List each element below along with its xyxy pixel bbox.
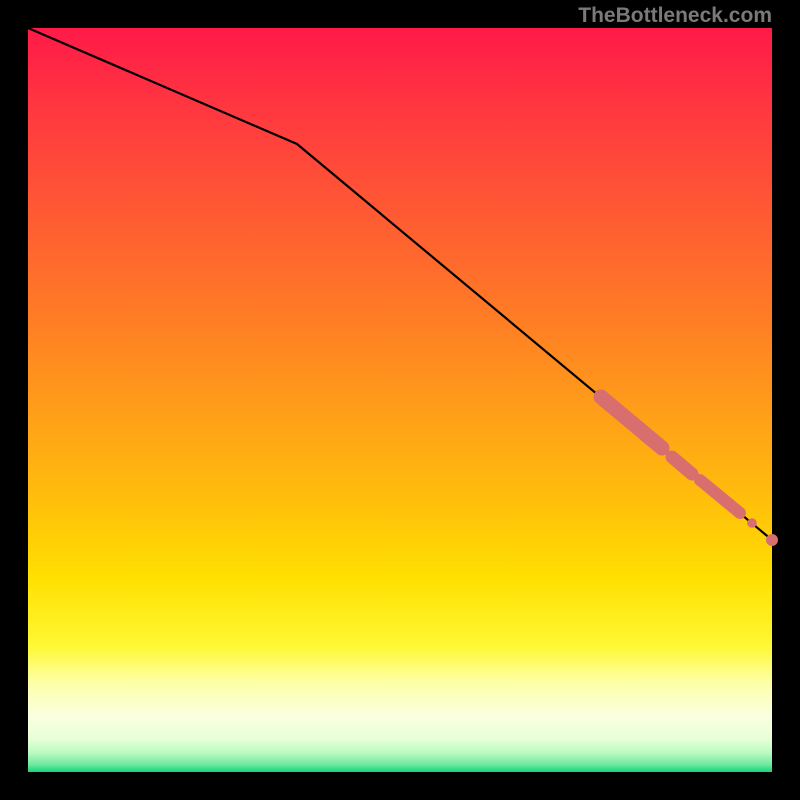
watermark-text: TheBottleneck.com xyxy=(578,4,772,28)
gradient-plot-area xyxy=(28,28,772,772)
